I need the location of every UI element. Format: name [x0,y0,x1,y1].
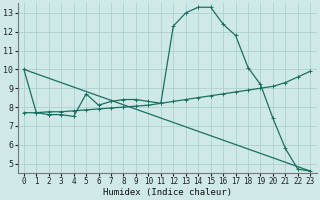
X-axis label: Humidex (Indice chaleur): Humidex (Indice chaleur) [103,188,232,197]
